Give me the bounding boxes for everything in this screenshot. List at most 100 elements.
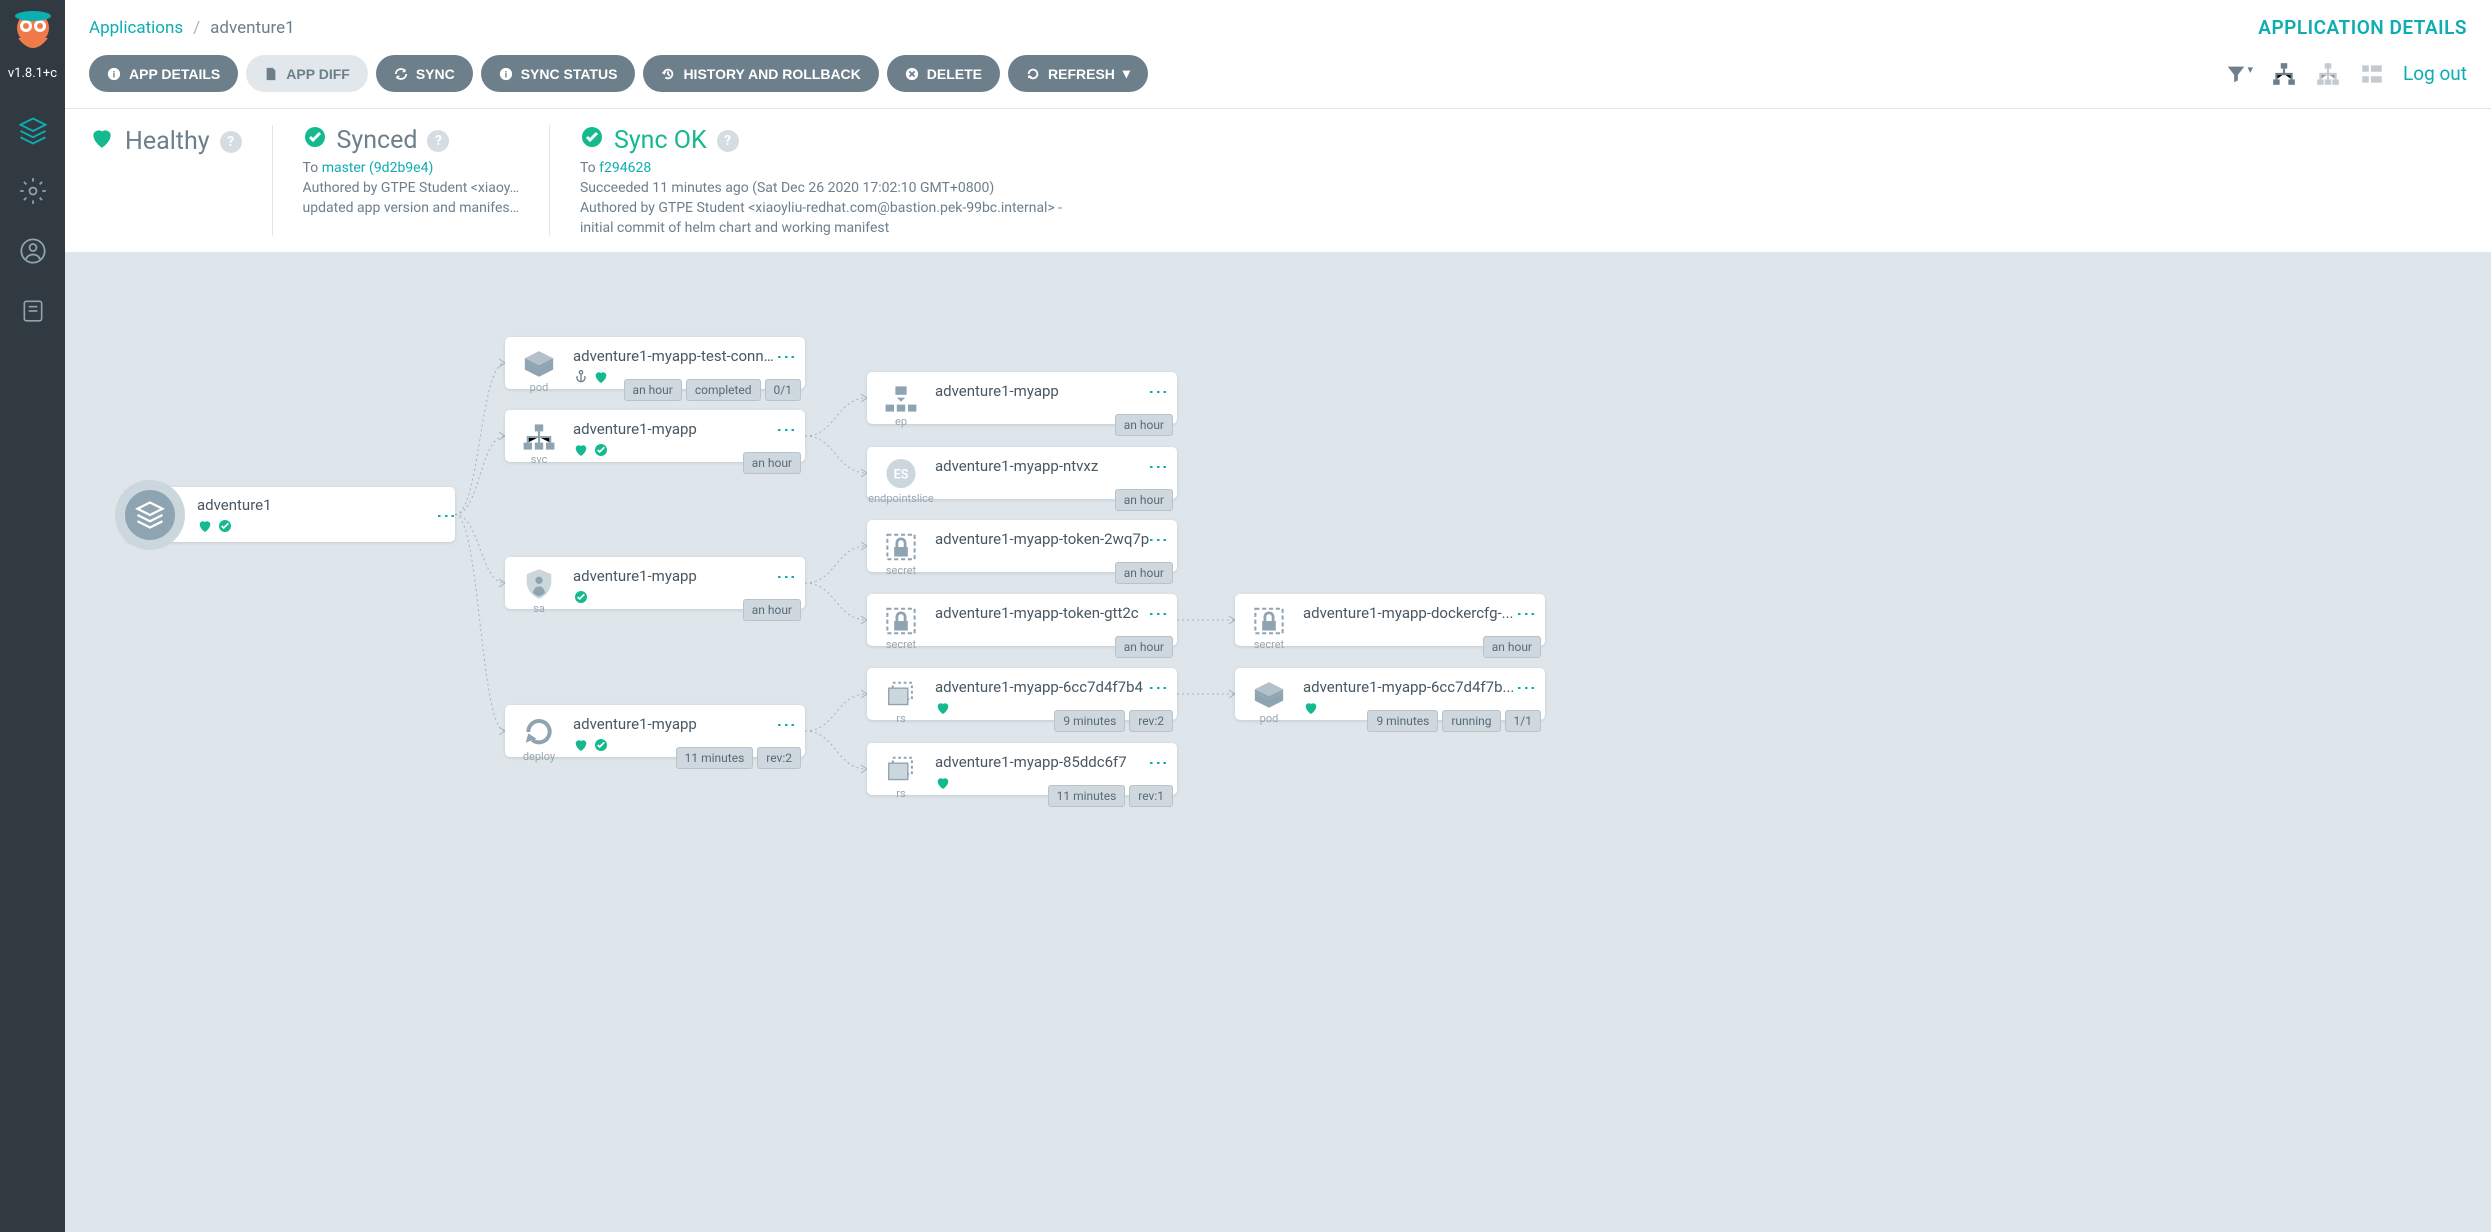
tree-node-ep[interactable]: ep adventure1-myapp ⋮ an hour <box>867 372 1177 424</box>
node-badge: an hour <box>1115 414 1173 436</box>
node-title: adventure1-myapp <box>935 382 1151 400</box>
node-title: adventure1-myapp-ntvxz <box>935 457 1151 475</box>
sync-result-label: Sync OK <box>614 126 707 155</box>
node-badge: 1/1 <box>1505 710 1541 732</box>
node-badge: rev:2 <box>1129 710 1173 732</box>
secret-icon: secret <box>877 530 925 578</box>
node-menu-button[interactable]: ⋮ <box>439 506 455 524</box>
rs-icon: rs <box>877 678 925 726</box>
history-button[interactable]: HISTORY AND ROLLBACK <box>643 55 878 92</box>
node-menu-button[interactable]: ⋮ <box>1151 457 1167 475</box>
tree-node-secret[interactable]: secret adventure1-myapp-dockercfg-... ⋮ … <box>1235 594 1545 646</box>
sync-result-ref-link[interactable]: f294628 <box>599 160 651 176</box>
layers-icon <box>18 116 48 146</box>
node-badge: 11 minutes <box>676 747 754 769</box>
info-icon: i <box>107 67 121 81</box>
breadcrumb-separator: / <box>193 18 200 38</box>
node-menu-button[interactable]: ⋮ <box>1151 382 1167 400</box>
sync-status-button[interactable]: iSYNC STATUS <box>481 55 636 92</box>
node-menu-button[interactable]: ⋮ <box>1151 678 1167 696</box>
node-menu-button[interactable]: ⋮ <box>779 567 795 585</box>
heart-icon <box>89 125 115 158</box>
nav-settings[interactable] <box>0 161 65 221</box>
node-badge: rev:1 <box>1129 785 1173 807</box>
resource-tree[interactable]: adventure1 ⋮ pod adventure1-myapp-test-c… <box>65 252 2491 1232</box>
check-circle-icon <box>580 125 604 156</box>
breadcrumb-current: adventure1 <box>210 18 294 38</box>
app-icon <box>115 480 185 550</box>
tree-node-deploy[interactable]: deploy adventure1-myapp ⋮ 11 minutesrev:… <box>505 705 805 757</box>
node-title: adventure1-myapp <box>573 420 779 438</box>
node-badge: 9 minutes <box>1054 710 1125 732</box>
node-badge: 0/1 <box>765 379 801 401</box>
argo-logo <box>8 8 58 58</box>
network-view-icon[interactable] <box>2315 61 2341 87</box>
tree-node-rs[interactable]: rs adventure1-myapp-6cc7d4f7b4 ⋮ 9 minut… <box>867 668 1177 720</box>
breadcrumb-root[interactable]: Applications <box>89 18 183 38</box>
svg-text:ES: ES <box>894 467 909 482</box>
secret-icon: secret <box>877 604 925 652</box>
tree-view-icon[interactable] <box>2271 61 2297 87</box>
tree-node-pod[interactable]: pod adventure1-myapp-test-connec... ⋮ an… <box>505 337 805 389</box>
node-title: adventure1-myapp-6cc7d4f7b... <box>1303 678 1519 696</box>
app-details-button[interactable]: iAPP DETAILS <box>89 55 238 92</box>
tree-node-pod[interactable]: pod adventure1-myapp-6cc7d4f7b... ⋮ 9 mi… <box>1235 668 1545 720</box>
node-badge: an hour <box>1115 636 1173 658</box>
logout-link[interactable]: Log out <box>2403 62 2467 85</box>
book-icon <box>20 298 46 324</box>
node-menu-button[interactable]: ⋮ <box>1151 753 1167 771</box>
ep-icon: ep <box>877 382 925 430</box>
svg-text:i: i <box>504 69 507 80</box>
pod-icon: pod <box>515 347 563 395</box>
node-title: adventure1-myapp-test-connec... <box>573 347 779 365</box>
version-label: v1.8.1+c <box>8 66 57 81</box>
caret-down-icon: ▾ <box>1123 65 1130 82</box>
node-menu-button[interactable]: ⋮ <box>779 347 795 365</box>
synced-label: Synced <box>337 126 418 155</box>
node-badge: completed <box>686 379 761 401</box>
svc-icon: svc <box>515 420 563 468</box>
gear-icon <box>19 177 47 205</box>
sync-status-col: Synced ? To master (9d2b9e4) Authored by… <box>303 125 550 236</box>
tree-node-rs[interactable]: rs adventure1-myapp-85ddc6f7 ⋮ 11 minute… <box>867 743 1177 795</box>
tree-root-node[interactable]: adventure1 ⋮ <box>125 487 455 542</box>
delete-button[interactable]: DELETE <box>887 55 1000 92</box>
node-badge: an hour <box>1115 489 1173 511</box>
help-icon[interactable]: ? <box>220 131 242 153</box>
node-title: adventure1-myapp-85ddc6f7 <box>935 753 1151 771</box>
help-icon[interactable]: ? <box>427 130 449 152</box>
tree-node-sa[interactable]: sa adventure1-myapp ⋮ an hour <box>505 557 805 609</box>
filter-icon[interactable]: ▾ <box>2225 63 2253 85</box>
node-menu-button[interactable]: ⋮ <box>1151 604 1167 622</box>
node-menu-button[interactable]: ⋮ <box>779 420 795 438</box>
page-title: APPLICATION DETAILS <box>2258 16 2467 39</box>
help-icon[interactable]: ? <box>717 130 739 152</box>
node-badge: rev:2 <box>757 747 801 769</box>
node-badge: 11 minutes <box>1048 785 1126 807</box>
node-menu-button[interactable]: ⋮ <box>1519 604 1535 622</box>
breadcrumb: Applications / adventure1 <box>89 18 295 38</box>
node-menu-button[interactable]: ⋮ <box>1151 530 1167 548</box>
tree-node-svc[interactable]: svc adventure1-myapp ⋮ an hour <box>505 410 805 462</box>
node-badge: an hour <box>743 452 801 474</box>
nav-applications[interactable] <box>0 101 65 161</box>
app-diff-button[interactable]: APP DIFF <box>246 55 368 92</box>
node-menu-button[interactable]: ⋮ <box>1519 678 1535 696</box>
tree-node-secret[interactable]: secret adventure1-myapp-token-2wq7p ⋮ an… <box>867 520 1177 572</box>
health-label: Healthy <box>125 127 210 156</box>
toolbar: iAPP DETAILS APP DIFF SYNC iSYNC STATUS … <box>65 55 2491 109</box>
sync-button[interactable]: SYNC <box>376 55 473 92</box>
tree-node-endpointslice[interactable]: ES endpointslice adventure1-myapp-ntvxz … <box>867 447 1177 499</box>
health-status: Healthy ? <box>89 125 273 236</box>
node-badge: running <box>1442 710 1500 732</box>
nav-user[interactable] <box>0 221 65 281</box>
node-menu-button[interactable]: ⋮ <box>779 715 795 733</box>
nav-docs[interactable] <box>0 281 65 341</box>
refresh-icon <box>1026 67 1040 81</box>
topbar: Applications / adventure1 APPLICATION DE… <box>65 0 2491 55</box>
tree-node-secret[interactable]: secret adventure1-myapp-token-gtt2c ⋮ an… <box>867 594 1177 646</box>
synced-ref-link[interactable]: master (9d2b9e4) <box>322 160 434 176</box>
user-circle-icon <box>19 237 47 265</box>
refresh-button[interactable]: REFRESH ▾ <box>1008 55 1148 92</box>
list-view-icon[interactable] <box>2359 61 2385 87</box>
